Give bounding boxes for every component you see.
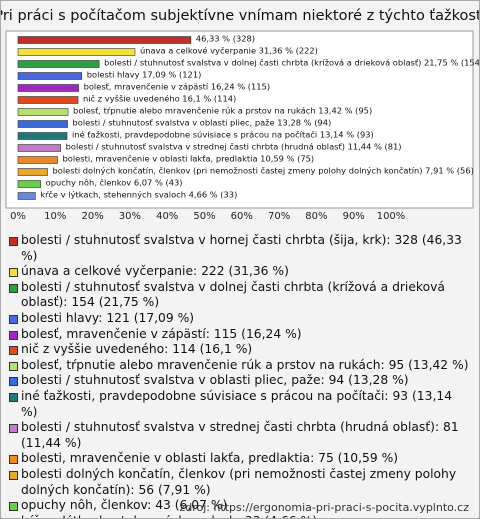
bar	[17, 192, 36, 200]
value-label: bolesti / stuhnutosť svalstva v oblasti …	[73, 118, 332, 128]
bar	[17, 144, 61, 152]
legend-label: kŕče v lýtkach, stehenných svaloch: 33 (…	[21, 514, 317, 518]
legend-item: nič z vyššie uvedeného: 114 (16,1 %)	[9, 342, 471, 358]
legend-swatch	[9, 268, 18, 278]
value-label: opuchy nôh, členkov 6,07 % (43)	[46, 178, 183, 188]
legend-swatch	[9, 517, 18, 518]
legend-item: bolesť, mravenčenie v zápästí: 115 (16,2…	[9, 327, 471, 343]
bar	[17, 120, 68, 128]
legend-swatch	[9, 283, 18, 293]
legend-item: iné ťažkosti, pravdepodobne súvisiace s …	[9, 389, 471, 420]
x-tick-label: 90%	[343, 211, 365, 222]
legend-label: opuchy nôh, členkov: 43 (6,07 %)	[21, 498, 228, 513]
x-tick-label: 100%	[377, 211, 406, 222]
bar	[17, 108, 69, 116]
legend-swatch	[9, 470, 18, 480]
value-label: nič z vyššie uvedeného 16,1 % (114)	[83, 94, 236, 104]
bar	[17, 180, 41, 188]
legend-label: nič z vyššie uvedeného: 114 (16,1 %)	[21, 342, 253, 357]
x-tick-label: 80%	[305, 211, 327, 222]
legend-label: bolesť, tŕpnutie alebo mravenčenie rúk a…	[21, 357, 469, 372]
legend-item: kŕče v lýtkach, stehenných svaloch: 33 (…	[9, 514, 471, 518]
bar	[17, 72, 83, 80]
x-tick-label: 30%	[119, 211, 141, 222]
value-label: únava a celkové vyčerpanie 31,36 % (222)	[140, 46, 318, 56]
legend-swatch	[9, 455, 18, 465]
x-tick-label: 10%	[44, 211, 66, 222]
legend-label: bolesti / stuhnutosť svalstva v dolnej č…	[21, 279, 445, 310]
bar	[17, 36, 192, 44]
value-label: 46,33 % (328)	[196, 34, 255, 44]
legend-item: bolesti dolných končatín, členkov (pri n…	[9, 467, 471, 498]
x-tick-label: 40%	[156, 211, 178, 222]
legend-swatch	[9, 314, 18, 324]
legend-swatch	[9, 502, 18, 512]
legend-swatch	[9, 346, 18, 356]
legend-swatch	[9, 392, 18, 402]
bar	[17, 156, 58, 164]
legend-label: bolesti, mravenčenie v oblasti lakťa, pr…	[21, 451, 399, 466]
value-label: iné ťažkosti, pravdepodobne súvisiace s …	[72, 130, 374, 140]
bar	[17, 132, 68, 140]
legend-item: bolesť, tŕpnutie alebo mravenčenie rúk a…	[9, 358, 471, 374]
value-label: bolesť, tŕpnutie alebo mravenčenie rúk a…	[73, 106, 372, 116]
legend-swatch	[9, 361, 18, 371]
legend-label: únava a celkové vyčerpanie: 222 (31,36 %…	[21, 264, 289, 279]
source: zdroj: https://ergonomia-pri-praci-s-poc…	[179, 501, 469, 514]
legend-item: bolesti hlavy: 121 (17,09 %)	[9, 311, 471, 327]
x-tick-label: 60%	[231, 211, 253, 222]
chart: Pri práci s počítačom subjektívne vnímam…	[1, 8, 479, 222]
legend-item: bolesti / stuhnutosť svalstva v hornej č…	[9, 233, 471, 264]
legend-label: bolesti / stuhnutosť svalstva v strednej…	[21, 420, 459, 450]
legend-label: iné ťažkosti, pravdepodobne súvisiace s …	[21, 388, 453, 419]
legend-label: bolesti dolných končatín, členkov (pri n…	[21, 466, 457, 497]
legend: bolesti / stuhnutosť svalstva v hornej č…	[9, 233, 471, 518]
legend-swatch	[9, 330, 18, 340]
legend-item: bolesti, mravenčenie v oblasti lakťa, pr…	[9, 451, 471, 467]
legend-item: bolesti / stuhnutosť svalstva v strednej…	[9, 420, 471, 451]
bar	[17, 168, 48, 176]
bar	[17, 60, 100, 68]
legend-item: únava a celkové vyčerpanie: 222 (31,36 %…	[9, 264, 471, 280]
legend-item: bolesti / stuhnutosť svalstva v oblasti …	[9, 373, 471, 389]
x-tick-label: 0%	[10, 211, 26, 222]
legend-swatch	[9, 424, 18, 434]
bar	[17, 96, 79, 104]
legend-swatch	[9, 237, 18, 246]
value-label: bolesti hlavy 17,09 % (121)	[87, 70, 202, 80]
legend-label: bolesti / stuhnutosť svalstva v hornej č…	[21, 233, 462, 263]
value-label: kŕče v lýtkach, stehenných svaloch 4,66 …	[40, 190, 237, 200]
bar	[17, 48, 136, 56]
x-tick-label: 50%	[193, 211, 215, 222]
x-tick-label: 70%	[268, 211, 290, 222]
legend-label: bolesť, mravenčenie v zápästí: 115 (16,2…	[21, 326, 302, 341]
value-label: bolesti, mravenčenie v oblasti lakťa, pr…	[63, 154, 315, 164]
value-label: bolesti / stuhnutosť svalstva v strednej…	[66, 142, 402, 152]
legend-item: bolesti / stuhnutosť svalstva v dolnej č…	[9, 280, 471, 311]
bar	[17, 84, 79, 92]
legend-label: bolesti / stuhnutosť svalstva v oblasti …	[21, 373, 409, 388]
value-label: bolesti dolných končatín, členkov (pri n…	[53, 166, 474, 176]
legend-item: opuchy nôh, členkov: 43 (6,07 %)	[9, 498, 471, 514]
chart-title: Pri práci s počítačom subjektívne vnímam…	[1, 8, 479, 24]
legend-swatch	[9, 377, 18, 387]
value-label: bolesti / stuhnutosť svalstva v dolnej č…	[104, 58, 479, 68]
x-tick-label: 20%	[81, 211, 103, 222]
value-label: bolesť, mravenčenie v zápästí 16,24 % (1…	[84, 82, 271, 92]
legend-label: bolesti hlavy: 121 (17,09 %)	[21, 310, 195, 325]
